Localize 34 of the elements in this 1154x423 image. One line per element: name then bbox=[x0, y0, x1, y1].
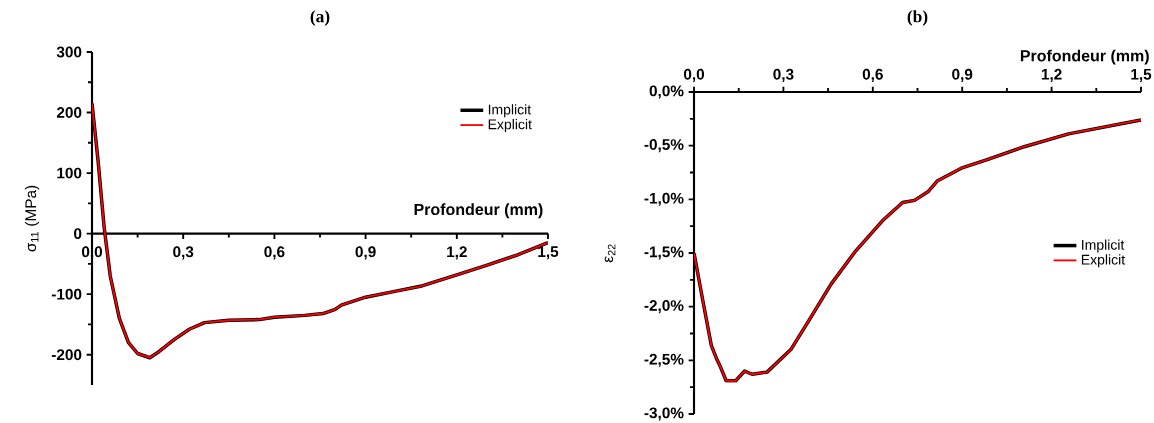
legend-label: Explicit bbox=[1081, 254, 1126, 268]
x-tick-label: 0,3 bbox=[773, 68, 794, 82]
y-tick-label: -3,0% bbox=[644, 407, 684, 421]
x-tick-label: 0,9 bbox=[952, 68, 973, 82]
chart-title: (a) bbox=[310, 10, 330, 26]
y-tick-label: 200 bbox=[56, 107, 82, 118]
x-axis-title: Profondeur (mm) bbox=[414, 203, 543, 219]
y-tick-label: -200 bbox=[51, 349, 82, 361]
y-tick-label: 0 bbox=[74, 228, 82, 240]
y-axis-title: ε$_{22}$ bbox=[604, 244, 616, 263]
y-tick-label: -2,5% bbox=[644, 353, 684, 367]
legend-label: Implicit bbox=[1082, 239, 1125, 253]
x-tick-label: 0,6 bbox=[264, 246, 285, 260]
y-tick-label: -100 bbox=[51, 288, 82, 300]
legend-label: Explicit bbox=[488, 119, 532, 133]
y-tick-label: -2,0% bbox=[644, 300, 684, 314]
x-tick-label: 0,9 bbox=[355, 246, 376, 260]
y-tick-label: -0,5% bbox=[644, 139, 684, 153]
x-tick-label: 0,6 bbox=[862, 68, 883, 82]
x-tick-label: 1,5 bbox=[538, 246, 559, 260]
legend-label: Implicit bbox=[488, 104, 532, 118]
y-tick-label: -1,5% bbox=[644, 246, 684, 260]
x-tick-label: 1,2 bbox=[1041, 68, 1062, 82]
x-tick-label: 1,2 bbox=[447, 246, 467, 260]
x-tick-label: 0,3 bbox=[173, 246, 194, 260]
x-axis-title: Profondeur (mm) bbox=[1020, 49, 1149, 65]
y-tick-label: -1,0% bbox=[644, 192, 684, 206]
y-tick-label: 100 bbox=[57, 167, 82, 179]
y-axis-title: σ$_{11}$ (MPa) bbox=[24, 185, 40, 252]
y-tick-label: 300 bbox=[56, 46, 82, 58]
y-tick-label: 0,0% bbox=[649, 85, 684, 99]
chart-title: (b) bbox=[907, 10, 928, 26]
x-tick-label: 0,0 bbox=[683, 68, 705, 82]
x-tick-label: 1,5 bbox=[1131, 69, 1152, 82]
